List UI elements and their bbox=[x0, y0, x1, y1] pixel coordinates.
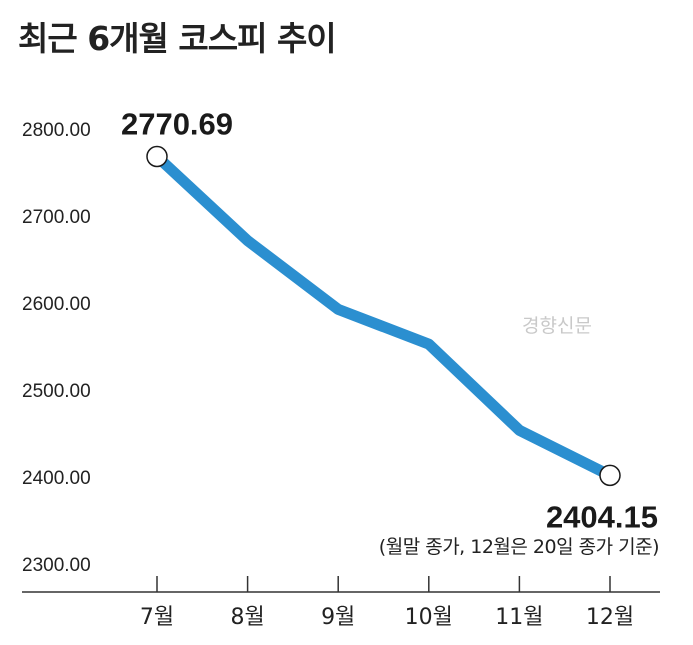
x-tick-label: 9월 bbox=[321, 605, 355, 630]
x-tick-label: 8월 bbox=[230, 605, 264, 630]
x-tick-label: 12월 bbox=[586, 605, 634, 630]
y-axis-ticks: 2800.00 2700.00 2600.00 2500.00 2400.00 2300.… bbox=[22, 120, 91, 576]
data-labels-layer: 2770.69 2404.15 bbox=[121, 106, 658, 534]
series-layer bbox=[146, 145, 621, 487]
y-tick-label: 2400.00 bbox=[22, 468, 91, 489]
watermark: 경향신문 bbox=[522, 315, 592, 337]
chart-note: (월말 종가, 12월은 20일 종가 기준) bbox=[378, 536, 660, 558]
y-tick-label: 2800.00 bbox=[22, 120, 91, 141]
series-line bbox=[151, 150, 616, 481]
data-point-marker bbox=[599, 464, 621, 487]
y-tick-label: 2500.00 bbox=[22, 381, 91, 402]
x-tick-label: 7월 bbox=[140, 605, 174, 630]
chart-title: 최근 6개월 코스피 추이 bbox=[18, 19, 337, 58]
x-tick-label: 10월 bbox=[405, 605, 453, 630]
data-label: 2770.69 bbox=[121, 106, 233, 141]
y-tick-label: 2700.00 bbox=[22, 207, 91, 228]
data-label: 2404.15 bbox=[546, 499, 658, 534]
y-tick-label: 2600.00 bbox=[22, 294, 91, 315]
x-tick-label: 11월 bbox=[495, 605, 543, 630]
x-axis-ticks: 7월 8월 9월 10월 11월 12월 bbox=[140, 576, 634, 630]
y-tick-label: 2300.00 bbox=[22, 555, 91, 576]
data-point-marker bbox=[146, 145, 168, 168]
